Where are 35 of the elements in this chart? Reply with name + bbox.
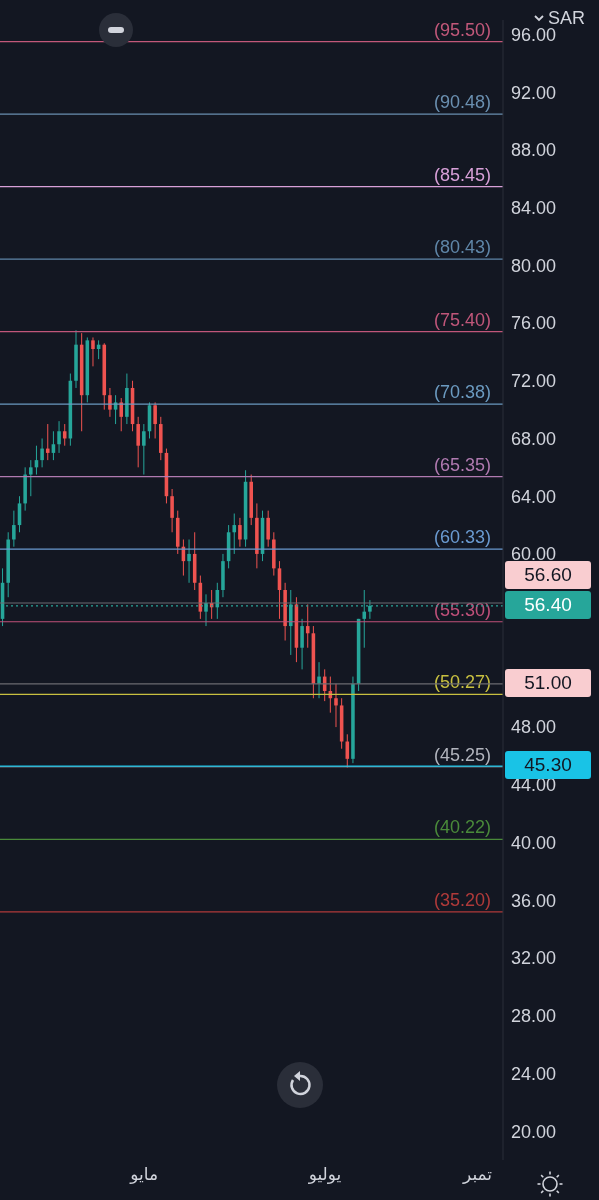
- text: 51.00: [505, 668, 591, 697]
- x-tick-label: مايو: [129, 1165, 159, 1185]
- ref-line-label: (90.48): [433, 92, 491, 113]
- ref-line-label: (55.30): [433, 599, 491, 620]
- y-tick-label: 68.00: [511, 428, 557, 449]
- y-tick-label: 48.00: [511, 717, 557, 738]
- ref-line-label: (60.33): [433, 527, 491, 548]
- ref-line-label: (85.45): [433, 164, 491, 185]
- y-tick-label: 88.00: [511, 140, 557, 161]
- x-tick-label: يوليو: [307, 1165, 342, 1185]
- ref-line-label: (40.22): [433, 817, 491, 838]
- ref-line-label: (75.40): [433, 309, 491, 330]
- ref-line-label: (50.27): [433, 672, 491, 693]
- y-tick-label: 72.00: [511, 371, 557, 392]
- y-tick-label: 76.00: [511, 313, 557, 334]
- y-tick-label: 32.00: [511, 948, 557, 969]
- y-tick-label: 24.00: [511, 1063, 557, 1084]
- y-tick-label: 64.00: [511, 486, 557, 507]
- y-tick-label: 92.00: [511, 82, 557, 103]
- ref-line-label: (80.43): [433, 237, 491, 258]
- y-tick-label: 80.00: [511, 255, 557, 276]
- text: 56.60: [505, 560, 591, 589]
- y-tick-label: 28.00: [511, 1006, 557, 1027]
- text: 45.30: [524, 754, 572, 776]
- y-tick-label: 36.00: [511, 890, 557, 911]
- ref-line-label: (95.50): [433, 19, 491, 40]
- ref-line-label: (70.38): [433, 382, 491, 403]
- ref-line-label: (35.20): [433, 889, 491, 910]
- x-tick-label: تمبر: [462, 1165, 493, 1185]
- ref-line-label: (45.25): [433, 744, 491, 765]
- y-tick-label: 20.00: [511, 1121, 557, 1142]
- y-tick-label: 40.00: [511, 832, 557, 853]
- text: 56.40: [505, 590, 591, 619]
- y-tick-label: 84.00: [511, 197, 557, 218]
- ref-line-label: (65.35): [433, 454, 491, 475]
